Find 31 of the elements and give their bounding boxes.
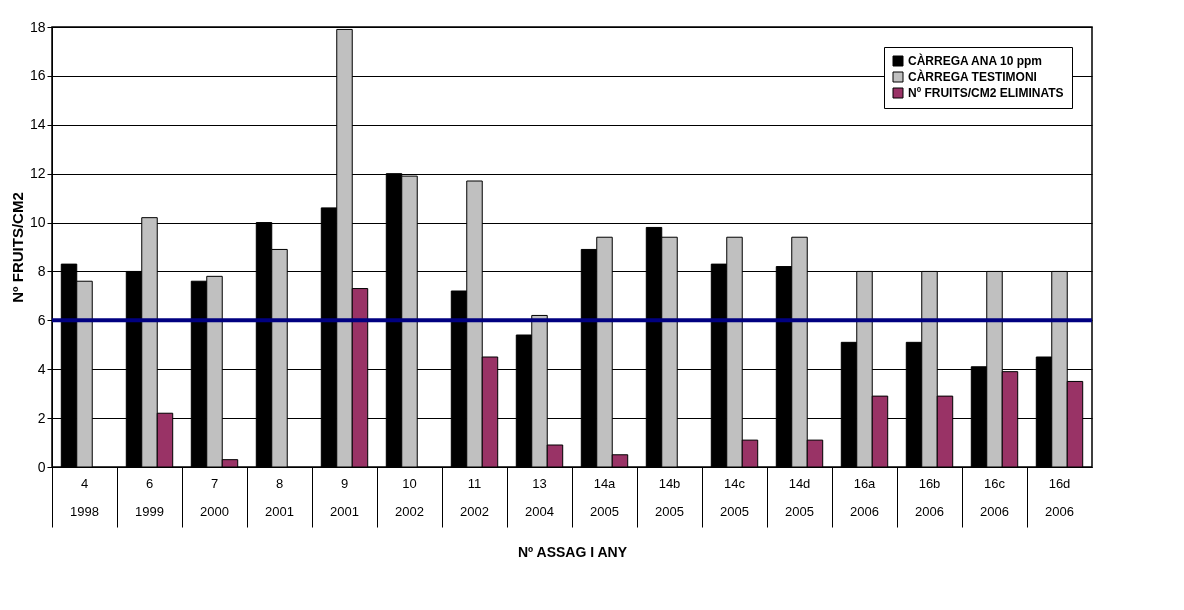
x-tick-label: 10 2002 [395, 475, 424, 519]
y-axis-title: Nº FRUITS/CM2 [8, 192, 26, 303]
y-tick-label: 8 [37, 262, 46, 279]
x-tick-label: 11 2002 [460, 475, 489, 519]
x-tick-label: 8 2001 [265, 475, 294, 519]
y-tick-label: 14 [29, 116, 46, 133]
x-tick-label: 7 2000 [200, 475, 229, 519]
x-tick-label: 14c 2005 [720, 475, 749, 519]
x-tick-label: 16c 2006 [980, 475, 1009, 519]
legend-label: CÀRREGA ANA 10 ppm [908, 53, 1043, 68]
x-tick-label: 16a 2006 [850, 475, 879, 519]
y-tick-label: 2 [37, 409, 46, 426]
y-tick-label: 10 [29, 214, 46, 231]
x-tick-label: 9 2001 [330, 475, 359, 519]
x-tick-label: 4 1998 [70, 475, 99, 519]
x-tick-label: 6 1999 [135, 475, 164, 519]
x-tick-label: 16b 2006 [915, 475, 944, 519]
y-tick-label: 12 [29, 165, 46, 182]
x-tick-label: 14d 2005 [785, 475, 814, 519]
x-tick-label: 14b 2005 [655, 475, 684, 519]
y-tick-label: 0 [37, 458, 46, 475]
x-tick-label: 16d 2006 [1045, 475, 1074, 519]
x-axis-title: Nº ASSAG I ANY [517, 544, 628, 560]
x-tick-label: 13 2004 [525, 475, 554, 519]
y-tick-label: 18 [29, 18, 46, 35]
x-tick-label: 14a 2005 [590, 475, 619, 519]
y-tick-label: 6 [37, 311, 46, 328]
y-tick-label: 16 [29, 67, 46, 84]
legend-label: Nº FRUITS/CM2 ELIMINATS [908, 86, 1064, 100]
legend-label: CÀRREGA TESTIMONI [908, 69, 1037, 84]
y-tick-label: 4 [37, 360, 46, 377]
